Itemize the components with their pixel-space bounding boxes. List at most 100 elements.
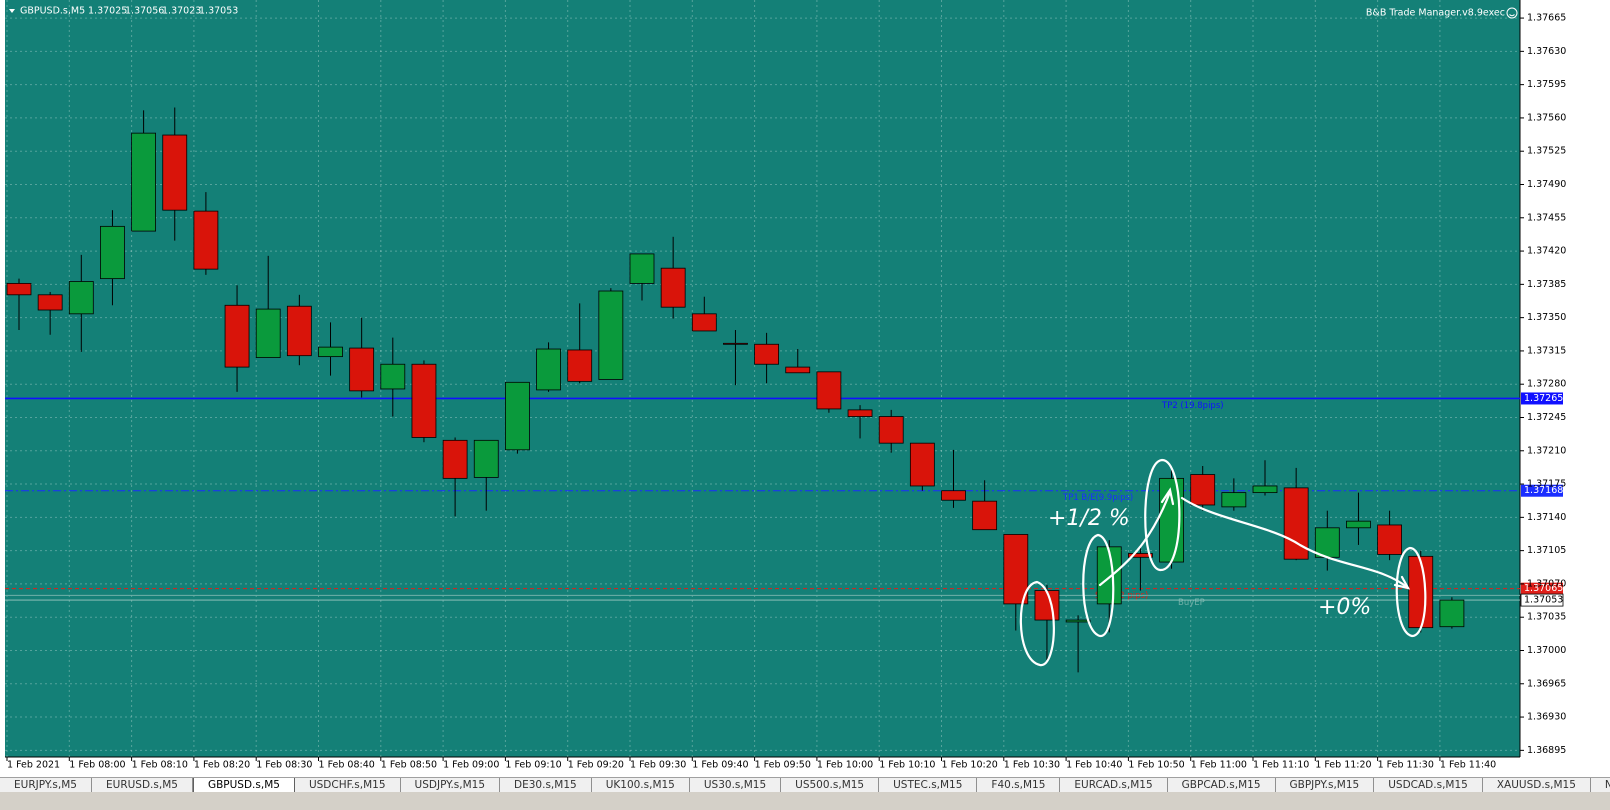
candle-body: [1314, 527, 1340, 558]
levels: TP2 (19.8pips)TP1 B/E(9.9pips)SL (0.2 pi…: [5, 397, 1520, 608]
candles: [6, 107, 1465, 673]
candle-body: [37, 294, 63, 311]
y-tick-label: 1.37525: [1527, 146, 1566, 157]
candle-body: [847, 409, 873, 417]
x-tick-label: 1 Feb 11:20: [1315, 760, 1371, 771]
candle-body: [1439, 599, 1465, 628]
tab-bar: EURJPY.s,M5 EURUSD.s,M5 GBPUSD.s,M5 USDCHF.…: [0, 777, 1610, 792]
y-tick-label: 1.37000: [1527, 645, 1566, 656]
level-label: TP1 B/E(9.9pips): [1062, 493, 1133, 503]
candle-body: [411, 363, 437, 438]
chart-tab[interactable]: GBPUSD.s,M5: [192, 778, 295, 792]
y-tick-label: 1.36965: [1527, 678, 1566, 689]
y-tick-label: 1.37140: [1527, 512, 1566, 523]
chart-tab[interactable]: EURCAD.s,M15: [1060, 778, 1168, 792]
header-close: 1.37053: [199, 6, 238, 17]
chart-tab[interactable]: EURJPY.s,M5: [0, 778, 92, 792]
candle-body: [785, 366, 811, 374]
plot-area: [5, 0, 1520, 757]
chart-tab[interactable]: GBPCAD.s,M15: [1168, 778, 1276, 792]
menu-icon[interactable]: [9, 9, 15, 13]
chart-tab[interactable]: F40.s,M15: [977, 778, 1061, 792]
candle-body: [6, 282, 32, 296]
hand-drawing: [1019, 458, 1427, 667]
header-low: 1.37023: [162, 6, 201, 17]
candle-body: [691, 313, 717, 332]
candle-body: [349, 347, 375, 392]
x-tick-label: 1 Feb 08:20: [194, 760, 250, 771]
y-tick-label: 1.37490: [1527, 179, 1566, 190]
candle-body: [1221, 492, 1247, 508]
x-tick-label: 1 Feb 09:30: [630, 760, 686, 771]
y-tick-label: 1.37665: [1527, 13, 1566, 24]
chart-title: GBPUSD.s,M5: [20, 6, 85, 17]
x-tick-label: 1 Feb 09:40: [692, 760, 748, 771]
candle-body: [224, 304, 250, 368]
y-tick-label: 1.36930: [1527, 712, 1566, 723]
header-high: 1.37056: [125, 6, 164, 17]
candle-body: [318, 346, 343, 358]
candle-body: [193, 210, 219, 270]
candle-body: [1065, 619, 1091, 623]
candle-body: [629, 253, 655, 284]
price-tag-label: 1.37265: [1524, 393, 1563, 404]
header-open: 1.37025: [88, 6, 127, 17]
price-tag-label: 1.37168: [1524, 485, 1563, 496]
annotation: +1/2 %: [1048, 506, 1130, 531]
candle-body: [380, 363, 406, 390]
x-tick-label: 1 Feb 10:40: [1066, 760, 1122, 771]
annotation: +0%: [1318, 595, 1371, 620]
x-tick-label: 1 Feb 10:20: [942, 760, 998, 771]
y-tick-label: 1.37420: [1527, 246, 1566, 257]
x-tick-label: 1 Feb 08:30: [256, 760, 312, 771]
chart-tab[interactable]: USDCAD.s,M15: [1374, 778, 1483, 792]
y-tick-label: 1.37560: [1527, 112, 1566, 123]
chart-tab[interactable]: USTEC.s,M15: [879, 778, 978, 792]
candle-body: [723, 342, 748, 345]
x-tick-label: 1 Feb 2021: [7, 760, 60, 771]
y-tick-label: 1.37455: [1527, 212, 1566, 223]
x-tick-label: 1 Feb 09:20: [568, 760, 624, 771]
candle-body: [1377, 524, 1402, 555]
chart-tab[interactable]: EURUSD.s,M5: [92, 778, 193, 792]
x-tick-label: 1 Feb 10:50: [1128, 760, 1184, 771]
x-tick-label: 1 Feb 11:00: [1191, 760, 1247, 771]
chart-tab[interactable]: GBPJPY.s,M15: [1276, 778, 1375, 792]
candle-body: [286, 305, 312, 357]
chart-tab[interactable]: NZDJPY.s,M15: [1591, 778, 1610, 792]
y-tick-label: 1.37035: [1527, 612, 1566, 623]
indicator-name: B&B Trade Manager.v8.9exec: [1366, 8, 1505, 19]
level-label: BuyEP: [1178, 598, 1205, 608]
candle-body: [754, 343, 779, 365]
candle-body: [162, 134, 188, 211]
chart-tab[interactable]: USDCHF.s,M15: [295, 778, 401, 792]
candle-body: [504, 381, 530, 451]
candle-body: [1034, 590, 1060, 621]
y-tick-label: 1.37105: [1527, 545, 1566, 556]
chart-tab[interactable]: XAUUSD.s,M15: [1483, 778, 1591, 792]
chart-tab[interactable]: UK100.s,M15: [592, 778, 690, 792]
x-tick-label: 1 Feb 09:10: [505, 760, 561, 771]
smiley-icon: [1506, 7, 1518, 19]
chart-tab[interactable]: DE30.s,M15: [500, 778, 592, 792]
chart-tab[interactable]: USDJPY.s,M15: [401, 778, 501, 792]
candle-body: [536, 348, 561, 391]
chart-tab[interactable]: US500.s,M15: [781, 778, 880, 792]
y-tick-label: 1.36895: [1527, 745, 1566, 756]
level-label: TP2 (19.8pips): [1161, 401, 1224, 411]
chart-tab[interactable]: US30.s,M15: [690, 778, 782, 792]
x-tick-label: 1 Feb 08:50: [381, 760, 437, 771]
candle-body: [1346, 520, 1371, 529]
candle-body: [68, 281, 94, 315]
x-tick-label: 1 Feb 11:40: [1440, 760, 1496, 771]
candle-body: [972, 500, 998, 531]
candle-body: [1408, 555, 1434, 629]
x-tick-label: 1 Feb 10:10: [879, 760, 935, 771]
y-tick-label: 1.37210: [1527, 445, 1566, 456]
current-price-tag: [1520, 593, 1564, 607]
y-tick-label: 1.37070: [1527, 578, 1566, 589]
candle-body: [567, 349, 593, 382]
candle-body: [941, 490, 966, 501]
